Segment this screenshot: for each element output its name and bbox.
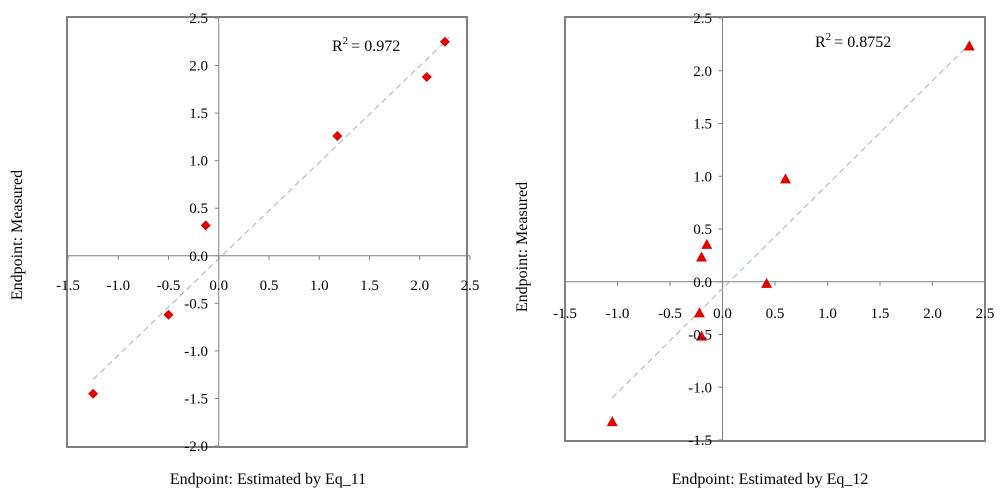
plot-frame [66,16,468,448]
y-tick-label: -2.0 [184,439,208,455]
r2-annotation: R2 = 0.972 [332,35,400,55]
data-point [163,309,174,320]
x-tick-label: -0.5 [658,306,682,322]
data-point [200,220,211,231]
x-tick-label: 2.0 [410,278,429,294]
x-tick-label: 2.5 [976,306,995,322]
y-tick-label: 0.0 [693,275,712,291]
y-tick-label: -1.5 [184,391,208,407]
x-tick-label: 1.5 [360,278,379,294]
data-point [332,130,343,141]
x-tick-label: 2.0 [923,306,942,322]
y-tick-label: 2.5 [189,11,208,27]
y-tick-label: 2.5 [693,11,712,27]
data-point [88,388,99,399]
y-tick-label: -0.5 [688,328,712,344]
r2-annotation: R2 = 0.8752 [815,31,891,51]
x-tick-label: -1.0 [606,306,630,322]
x-tick-label: 0.0 [713,306,732,322]
x-tick-label: 1.5 [871,306,890,322]
y-tick-label: -1.0 [184,344,208,360]
y-axis-title: Endpoint: Measured [514,182,531,312]
y-tick-label: -0.5 [184,296,208,312]
x-tick-label: -1.0 [106,278,130,294]
y-tick-label: 1.5 [693,117,712,133]
data-point [701,238,713,249]
y-tick-label: 2.0 [693,64,712,80]
x-tick-label: 0.0 [209,278,228,294]
y-tick-label: -1.5 [688,433,712,449]
y-tick-label: 0.0 [189,249,208,265]
y-tick-label: 0.5 [189,201,208,217]
x-tick-label: 1.0 [818,306,837,322]
chart-eq11: -1.5 -1.0 -0.5 0.0 0.5 1.0 1.5 2.0 2.5-2.0-1.5-1… [9,11,479,488]
y-axis-title: Endpoint: Measured [9,170,26,300]
data-point [696,330,707,341]
x-tick-label: 0.5 [260,278,279,294]
y-tick-label: 1.0 [693,169,712,185]
chart-eq12: -1.5 -1.0 -0.5 0.0 0.5 1.0 1.5 2.0 2.5-1.5-1.0-0… [514,11,994,488]
data-point [439,36,450,47]
y-tick-label: 1.5 [189,106,208,122]
x-tick-label: -0.5 [157,278,181,294]
x-tick-label: -1.5 [56,278,80,294]
y-tick-label: 2.0 [189,59,208,75]
x-axis-title: Endpoint: Estimated by Eq_12 [672,471,869,488]
x-tick-label: 1.0 [310,278,329,294]
trendline [611,38,975,399]
data-point [780,173,791,184]
x-axis-title: Endpoint: Estimated by Eq_11 [170,471,366,488]
x-tick-label: 2.5 [461,278,480,294]
trendline [92,36,451,380]
data-point [606,416,618,427]
data-point [421,71,432,82]
y-tick-label: 1.0 [189,154,208,170]
x-tick-label: 0.5 [766,306,785,322]
y-tick-label: -1.0 [688,380,712,396]
data-point [761,277,773,288]
data-point [963,40,975,51]
plot-frame [564,16,986,442]
data-point [693,307,705,318]
data-point [696,251,707,262]
y-tick-label: 0.5 [693,222,712,238]
x-tick-label: -1.5 [553,306,577,322]
